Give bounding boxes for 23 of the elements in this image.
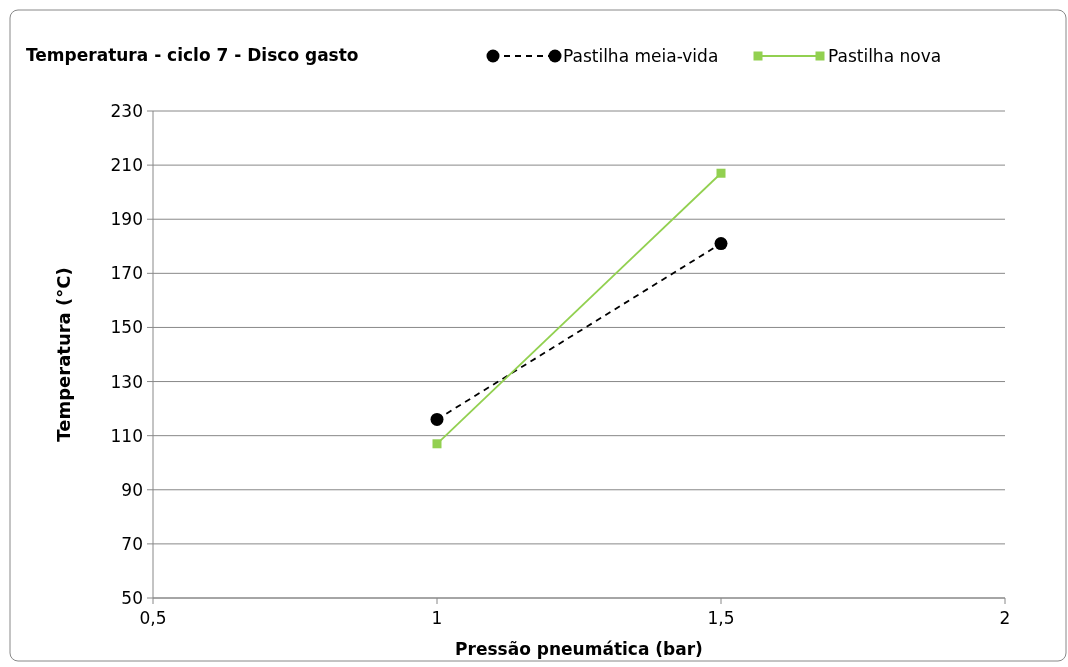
y-tick-label: 110 — [110, 425, 143, 446]
y-tick-label: 170 — [110, 263, 143, 284]
point — [716, 168, 726, 178]
point — [430, 412, 444, 426]
y-tick-label: 230 — [110, 100, 143, 121]
x-tick-label: 0,5 — [139, 608, 167, 628]
y-tick-label: 210 — [110, 155, 143, 176]
point — [714, 237, 728, 251]
y-tick-label: 190 — [110, 209, 143, 230]
y-tick-label: 70 — [121, 533, 143, 554]
point — [432, 439, 442, 449]
legend-label: Pastilha meia-vida — [563, 45, 719, 66]
y-tick-label: 130 — [110, 371, 143, 392]
y-tick-label: 150 — [110, 317, 143, 338]
y-tick-label: 50 — [121, 587, 143, 608]
y-tick-label: 90 — [121, 479, 143, 500]
x-axis-title: Pressão pneumática (bar) — [455, 639, 703, 659]
x-tick-label: 1 — [431, 608, 443, 628]
x-tick-label: 1,5 — [707, 608, 735, 628]
chart-title: Temperatura - ciclo 7 - Disco gasto — [26, 45, 359, 65]
legend-label: Pastilha nova — [828, 45, 942, 66]
x-tick-label: 2 — [999, 608, 1011, 628]
y-axis-title: Temperatura (°C) — [53, 267, 74, 442]
